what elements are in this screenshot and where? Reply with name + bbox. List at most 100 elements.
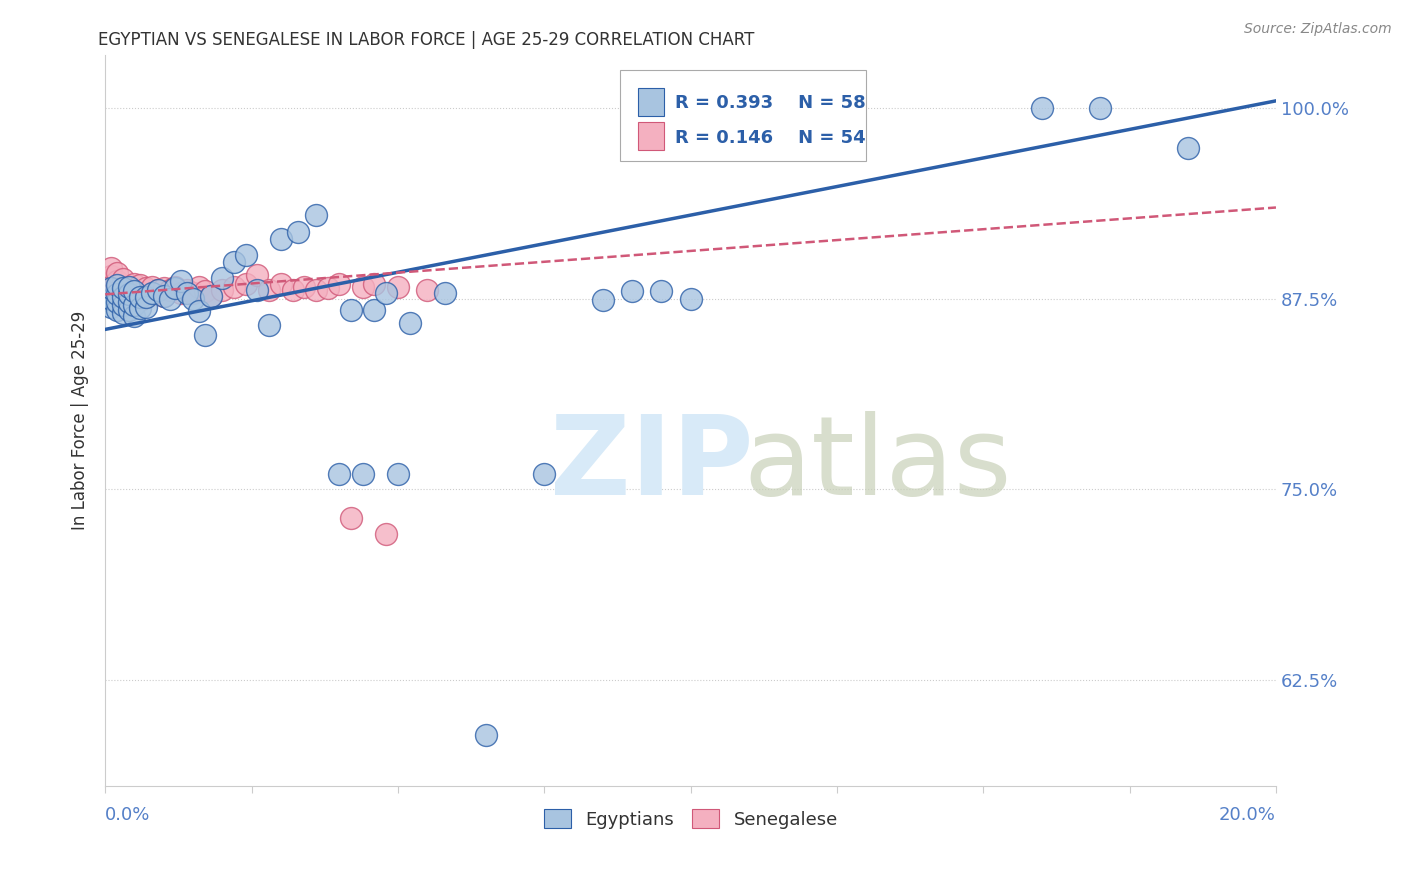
Point [200,289,222,303]
Point [257,283,280,297]
Legend: Egyptians, Senegalese: Egyptians, Senegalese [536,802,845,836]
Text: 20.0%: 20.0% [1219,806,1277,824]
Point [363,277,385,291]
Point [117,287,139,301]
Point [340,511,363,525]
Point [305,283,328,297]
Point [200,289,222,303]
Point [474,728,496,742]
Point [194,328,217,343]
Point [235,248,257,262]
Point [135,289,157,303]
Point [305,208,328,222]
Point [124,295,146,310]
Point [281,283,304,297]
Point [105,278,128,293]
Point [194,285,217,299]
Point [105,266,128,280]
Point [124,298,146,312]
Point [679,292,702,306]
Point [111,292,134,306]
Point [187,304,209,318]
Point [222,255,245,269]
Point [375,285,398,300]
Point [165,281,187,295]
Point [124,277,146,291]
Point [111,285,134,300]
Point [592,293,614,308]
Point [117,279,139,293]
Point [222,279,245,293]
Point [141,279,163,293]
Point [287,225,309,239]
Point [181,285,204,300]
Point [105,302,128,317]
Point [141,285,163,300]
Point [352,279,374,293]
Point [100,300,122,314]
Point [363,302,385,317]
Point [129,293,152,308]
Point [100,261,122,276]
Point [129,290,152,304]
Point [100,281,122,295]
Point [152,289,174,303]
Point [181,292,204,306]
Point [100,278,122,293]
Point [1031,102,1053,116]
Text: Source: ZipAtlas.com: Source: ZipAtlas.com [1244,22,1392,37]
Point [105,274,128,288]
Text: 0.0%: 0.0% [105,806,150,824]
Point [111,279,134,293]
Point [328,277,350,291]
Point [100,292,122,306]
Text: ZIP: ZIP [550,411,754,518]
Point [387,279,409,293]
Point [117,293,139,308]
Point [375,526,398,541]
Point [246,268,269,282]
Point [159,283,181,297]
Point [170,274,193,288]
Point [124,309,146,323]
Point [270,232,292,246]
Point [416,283,439,297]
Text: R = 0.146    N = 54: R = 0.146 N = 54 [675,128,866,147]
Point [105,279,128,293]
Point [352,467,374,482]
Bar [638,88,664,116]
Point [211,270,233,285]
Point [650,285,672,299]
Point [117,302,139,317]
Point [100,281,122,295]
Point [433,285,456,300]
Point [111,272,134,286]
Point [152,281,174,295]
Point [316,281,339,295]
Point [135,290,157,304]
Point [235,277,257,291]
Point [105,295,128,310]
Point [135,281,157,295]
Point [270,277,292,291]
Point [176,283,198,297]
Point [135,300,157,314]
Point [211,283,233,297]
FancyBboxPatch shape [620,70,866,161]
Point [246,283,269,297]
Point [387,467,409,482]
Point [152,289,174,303]
Point [292,279,315,293]
Point [111,281,134,295]
Y-axis label: In Labor Force | Age 25-29: In Labor Force | Age 25-29 [72,311,89,531]
Point [533,467,555,482]
Point [111,305,134,319]
Point [1177,141,1199,155]
Point [621,285,644,299]
Point [165,279,187,293]
Point [117,289,139,303]
Point [117,279,139,293]
Point [328,467,350,482]
Point [257,318,280,332]
Point [141,287,163,301]
